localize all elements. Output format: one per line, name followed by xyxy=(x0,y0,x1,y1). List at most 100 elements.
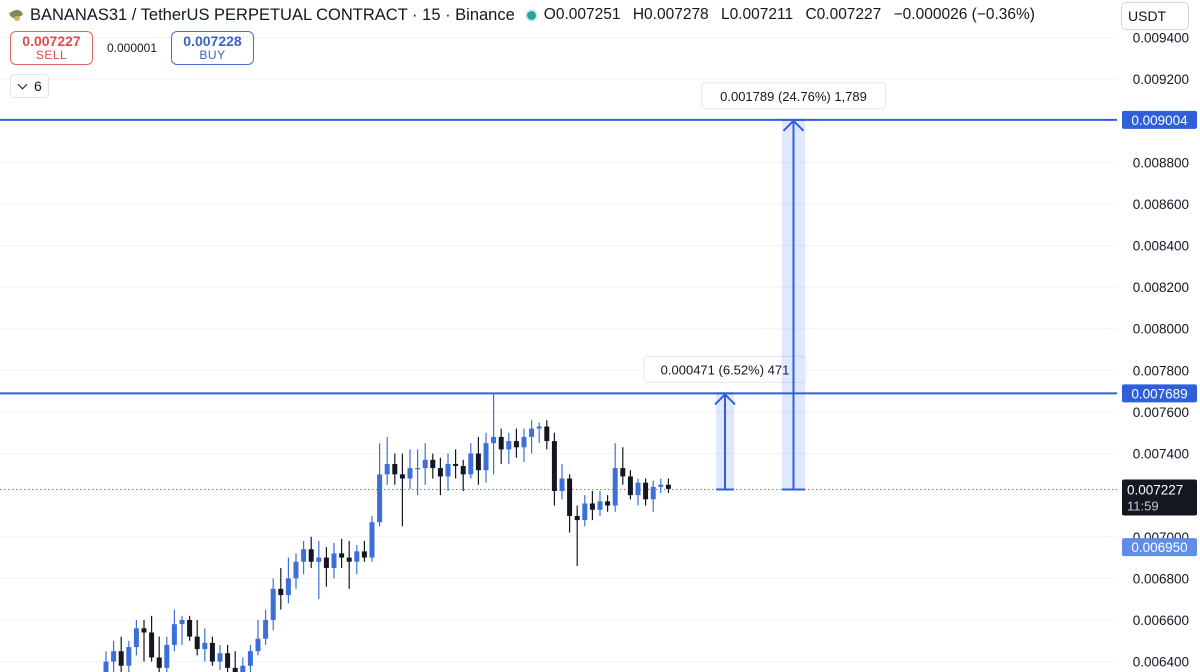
candle xyxy=(643,478,649,506)
candle-body xyxy=(597,501,603,510)
sell-button[interactable]: 0.007227 SELL xyxy=(10,31,93,65)
candle-body xyxy=(103,661,109,672)
price-tick-label: 0.007400 xyxy=(1133,447,1189,462)
candle-body xyxy=(392,463,398,475)
candle xyxy=(551,432,557,506)
candle-body xyxy=(399,474,405,479)
candle-body xyxy=(346,557,352,562)
candle xyxy=(513,428,519,458)
candle xyxy=(301,540,307,575)
price-tick-label: 0.008000 xyxy=(1133,322,1189,337)
candle xyxy=(650,480,656,512)
candle-body xyxy=(643,482,649,500)
price-range-measure: 0.000471 (6.52%) 471 xyxy=(643,355,807,491)
candle-body xyxy=(589,503,595,510)
candle xyxy=(361,540,367,562)
candle xyxy=(582,495,588,527)
candle-body xyxy=(194,636,200,650)
current-price-label: 0.007227 xyxy=(1127,483,1183,498)
candle-body xyxy=(544,426,550,442)
candle-body xyxy=(620,468,626,477)
candle xyxy=(156,636,162,672)
candle-body xyxy=(430,459,436,469)
candle xyxy=(453,449,459,479)
candle-body xyxy=(506,441,512,450)
currency-select[interactable]: USDT xyxy=(1121,2,1189,30)
current-price-badge xyxy=(1122,479,1197,516)
candle xyxy=(187,615,193,641)
price-tick-label: 0.008800 xyxy=(1133,155,1189,170)
candle xyxy=(217,644,223,670)
symbol-title[interactable]: BANANAS31 / TetherUS PERPETUAL CONTRACT … xyxy=(30,5,515,24)
candle xyxy=(331,543,337,579)
ohlc-values: O0.007251 H0.007278 L0.007211 C0.007227 … xyxy=(543,6,1035,23)
candle xyxy=(316,540,322,600)
chart-header: BANANAS31 / TetherUS PERPETUAL CONTRACT … xyxy=(8,4,1043,26)
measure-label-box xyxy=(701,82,886,110)
countdown-label: 11:59 xyxy=(1127,499,1159,514)
candle xyxy=(278,567,284,610)
candle xyxy=(506,432,512,464)
candle-body xyxy=(247,651,253,666)
candle xyxy=(308,536,314,568)
buy-price: 0.007228 xyxy=(183,33,242,49)
candle xyxy=(589,490,595,521)
candle-body xyxy=(612,468,618,506)
chevron-down-icon xyxy=(17,79,28,89)
candle xyxy=(111,640,117,672)
candle-body xyxy=(285,578,291,596)
price-tick-label: 0.008600 xyxy=(1133,197,1189,212)
candle xyxy=(468,443,474,479)
measure-label: 0.000471 (6.52%) 471 xyxy=(661,362,790,377)
candle xyxy=(179,615,185,645)
candle xyxy=(567,474,573,533)
candle-body xyxy=(232,667,238,672)
candle-body xyxy=(453,463,459,467)
trade-panel: 0.007227 SELL 0.000001 0.007228 BUY xyxy=(10,31,254,65)
candle xyxy=(103,651,109,672)
candle-body xyxy=(415,468,421,470)
candle xyxy=(270,578,276,631)
line-price-label: 0.007689 xyxy=(1131,386,1187,401)
candle-body xyxy=(513,441,519,448)
buy-button[interactable]: 0.007228 BUY xyxy=(171,31,254,65)
spread-value: 0.000001 xyxy=(106,41,158,55)
candle xyxy=(574,505,580,566)
candle-body xyxy=(133,628,139,648)
candle-body xyxy=(323,557,329,568)
candle xyxy=(202,628,208,662)
indicators-toggle-button[interactable]: 6 xyxy=(10,74,49,98)
price-tick-label: 0.006600 xyxy=(1133,613,1189,628)
candle xyxy=(171,609,177,652)
candle-body xyxy=(475,453,481,471)
candle-body xyxy=(270,588,276,620)
candle-body xyxy=(650,486,656,500)
candle xyxy=(498,428,504,464)
candle xyxy=(544,420,550,450)
candle xyxy=(627,470,633,500)
price-axis: 0.009400 0.009200 0.008800 0.008600 0.008400… xyxy=(1117,0,1200,672)
candle-body xyxy=(491,436,497,444)
line-price-label: 0.009004 xyxy=(1131,113,1188,128)
price-tick-label: 0.007600 xyxy=(1133,405,1189,420)
candle-body xyxy=(293,561,299,579)
candle xyxy=(240,657,246,672)
candle-body xyxy=(635,482,641,496)
candle xyxy=(263,609,269,645)
candle xyxy=(392,453,398,485)
candle-body xyxy=(141,628,147,633)
candle xyxy=(369,515,375,562)
candle xyxy=(118,636,124,672)
price-tick-label: 0.008400 xyxy=(1133,238,1189,253)
candle xyxy=(407,449,413,489)
marker-price-label: 0.006950 xyxy=(1131,540,1187,555)
candle-body xyxy=(187,619,193,637)
candle xyxy=(285,557,291,604)
candle xyxy=(247,644,253,672)
measure-label: 0.001789 (24.76%) 1,789 xyxy=(720,89,867,104)
candle-body xyxy=(255,638,261,652)
change-value: −0.000026 (−0.36%) xyxy=(893,6,1035,23)
candle-body xyxy=(468,453,474,475)
candle xyxy=(293,553,299,589)
